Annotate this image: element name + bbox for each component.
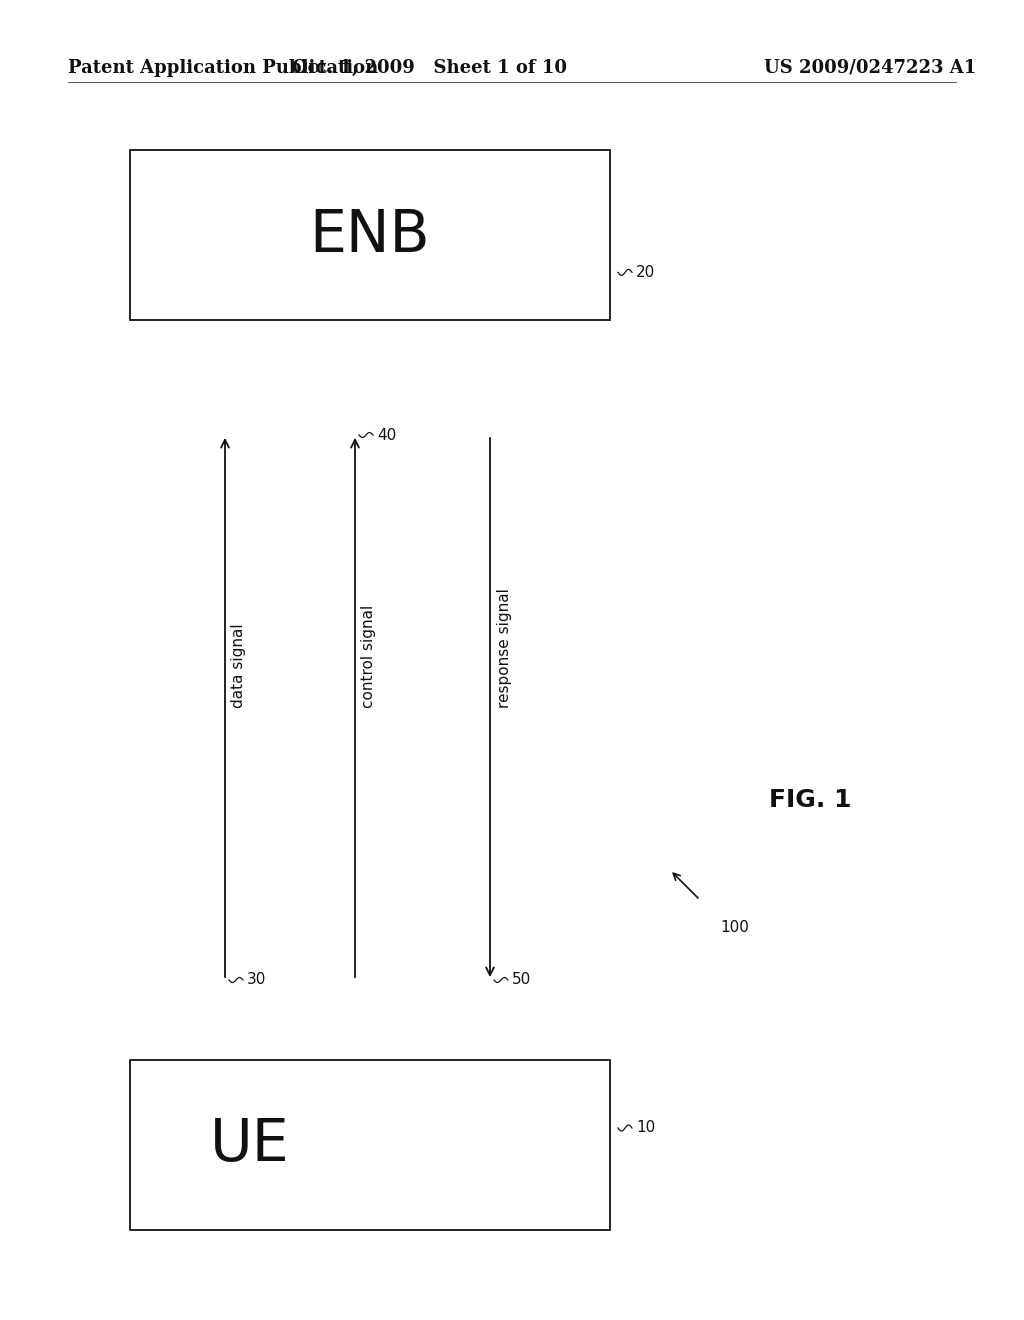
Text: Oct. 1, 2009   Sheet 1 of 10: Oct. 1, 2009 Sheet 1 of 10: [293, 59, 567, 77]
Text: ENB: ENB: [309, 206, 430, 264]
Text: 20: 20: [636, 265, 655, 280]
Text: response signal: response signal: [497, 587, 512, 708]
Text: Patent Application Publication: Patent Application Publication: [68, 59, 378, 77]
Text: data signal: data signal: [231, 623, 247, 708]
Text: 40: 40: [377, 428, 396, 442]
Text: 30: 30: [247, 973, 266, 987]
Text: 10: 10: [636, 1121, 655, 1135]
Text: UE: UE: [210, 1117, 290, 1173]
Text: US 2009/0247223 A1: US 2009/0247223 A1: [764, 59, 976, 77]
Text: control signal: control signal: [361, 605, 377, 708]
Text: 50: 50: [512, 973, 531, 987]
Bar: [130, 1060, 610, 1230]
Text: 100: 100: [720, 920, 749, 935]
Bar: [130, 150, 610, 319]
Text: FIG. 1: FIG. 1: [769, 788, 851, 812]
